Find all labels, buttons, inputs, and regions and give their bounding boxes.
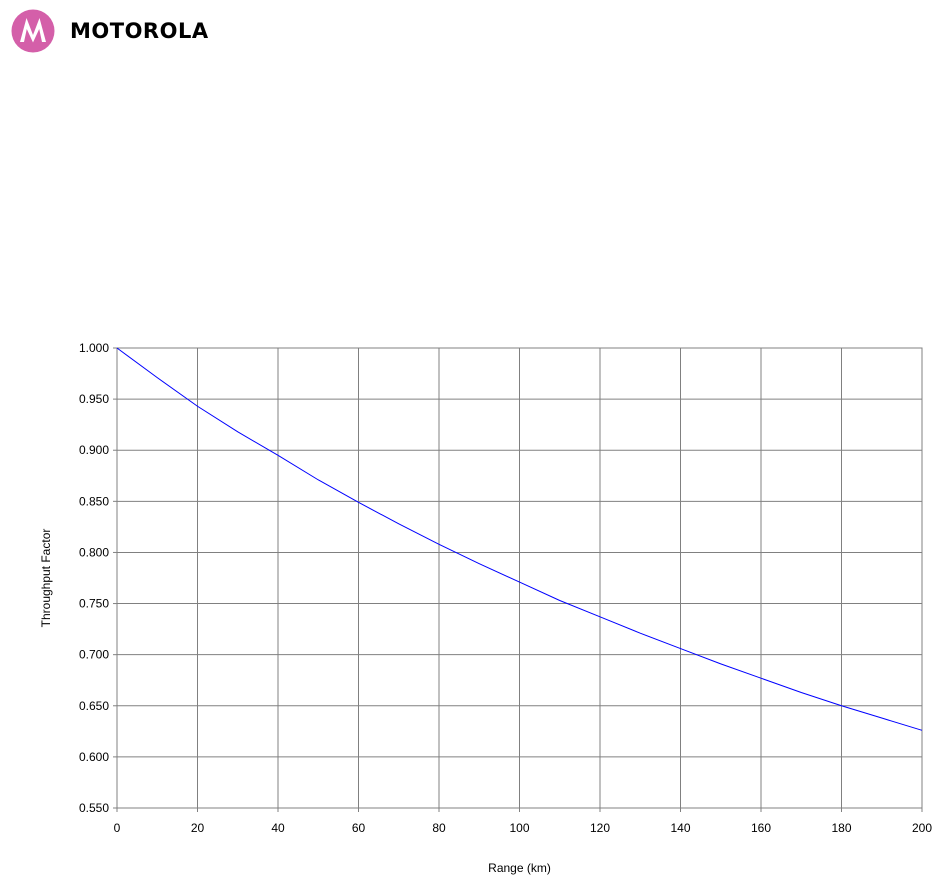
y-axis-title: Throughput Factor xyxy=(39,529,53,628)
y-tick-label: 0.900 xyxy=(79,443,109,457)
motorola-batwing-icon xyxy=(11,9,55,53)
x-tick-label: 120 xyxy=(590,821,610,835)
x-tick-label: 20 xyxy=(191,821,205,835)
x-axis-title: Range (km) xyxy=(488,861,551,875)
chart-grid xyxy=(116,347,923,809)
x-tick-label: 180 xyxy=(831,821,851,835)
x-tick-label: 160 xyxy=(751,821,771,835)
y-tick-label: 0.600 xyxy=(79,750,109,764)
y-tick-label: 0.700 xyxy=(79,648,109,662)
y-axis-ticks: 0.550 0.600 0.650 0.700 0.750 0.800 0.850 0.900… xyxy=(79,341,117,815)
motorola-logo: MOTOROLA xyxy=(11,9,209,53)
y-tick-label: 0.800 xyxy=(79,545,109,559)
y-tick-label: 0.550 xyxy=(79,801,109,815)
y-tick-label: 0.950 xyxy=(79,392,109,406)
x-tick-label: 40 xyxy=(271,821,285,835)
x-tick-label: 0 xyxy=(114,821,121,835)
x-axis-ticks: 0 20 40 60 80 100 120 140 160 180 200 xyxy=(114,808,932,835)
y-tick-label: 0.650 xyxy=(79,699,109,713)
y-tick-label: 1.000 xyxy=(79,341,109,355)
x-tick-label: 140 xyxy=(670,821,690,835)
y-tick-label: 0.850 xyxy=(79,494,109,508)
x-tick-label: 60 xyxy=(352,821,366,835)
x-tick-label: 80 xyxy=(432,821,446,835)
x-tick-label: 200 xyxy=(912,821,932,835)
y-tick-label: 0.750 xyxy=(79,597,109,611)
x-tick-label: 100 xyxy=(509,821,529,835)
brand-name: MOTOROLA xyxy=(70,19,209,43)
series-line-throughput xyxy=(116,347,923,731)
